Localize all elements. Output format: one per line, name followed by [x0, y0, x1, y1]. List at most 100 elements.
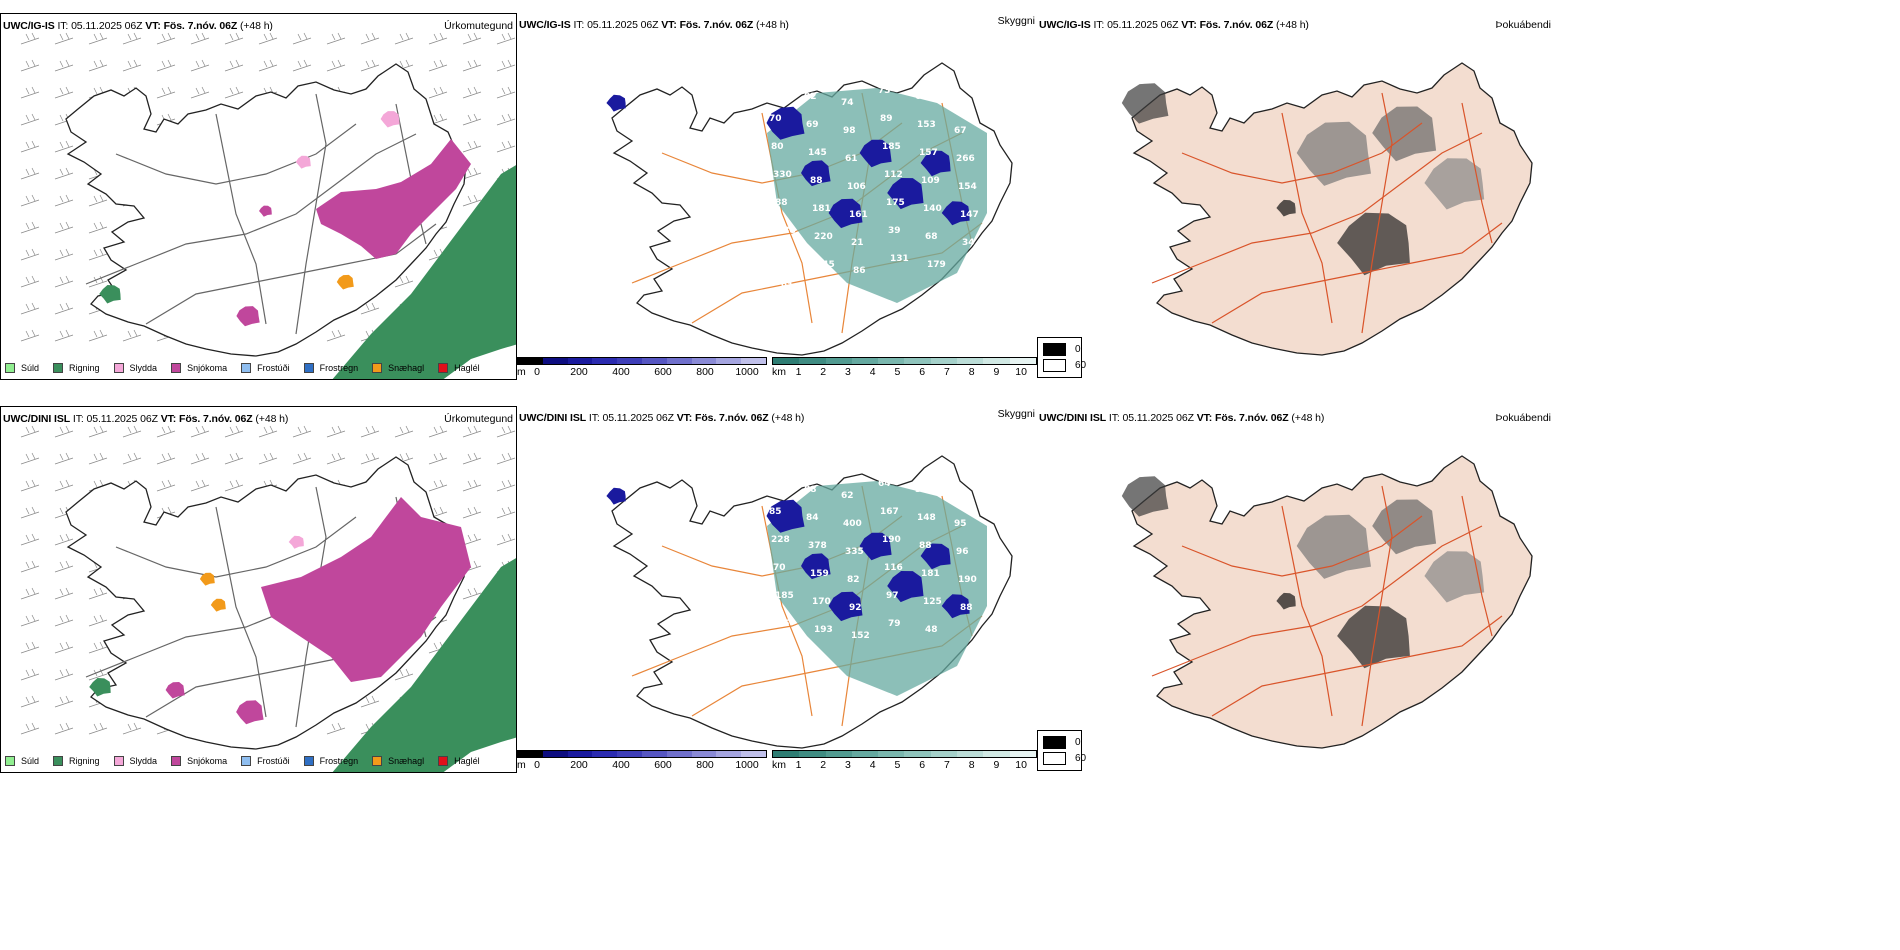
- colorbar-cell: [825, 751, 852, 757]
- snow-area: [236, 306, 260, 327]
- fog-signal-area: [1424, 551, 1485, 603]
- visibility-value: 85: [769, 507, 782, 517]
- wind-barb: [88, 194, 108, 207]
- colorbar-tick: 600: [654, 759, 672, 771]
- wind-barb: [54, 221, 74, 234]
- wind-barb: [462, 167, 482, 180]
- visibility-value: 61: [915, 92, 928, 102]
- wind-barb: [224, 452, 244, 465]
- wind-barb: [190, 425, 210, 438]
- wind-barb: [292, 452, 312, 465]
- colorbar-cell: [1009, 751, 1036, 757]
- wind-barb: [462, 194, 482, 207]
- precip-panel-row2: UWC/DINI ISL IT: 05.11.2025 06Z VT: Fös.…: [0, 406, 517, 773]
- wind-barb: [360, 452, 380, 465]
- visibility-value: 167: [880, 507, 899, 517]
- wind-barb: [462, 479, 482, 492]
- legend-swatch: [372, 362, 383, 373]
- visibility-value: 378: [808, 541, 827, 551]
- colorbar-cell: [691, 358, 717, 364]
- legend-label: Súld: [21, 755, 40, 766]
- colorbar-cell: [592, 751, 618, 757]
- wind-barb: [496, 59, 516, 72]
- road-line: [1181, 122, 1423, 184]
- colorbar-tick: 5: [894, 759, 901, 771]
- wind-barb: [326, 452, 346, 465]
- wind-barb: [88, 329, 108, 342]
- wind-barb: [20, 533, 40, 546]
- wind-barb: [224, 59, 244, 72]
- legend-label: Snjókoma: [187, 362, 228, 373]
- wind-barb: [88, 587, 108, 600]
- legend-swatch: [5, 362, 15, 373]
- colorbar-cell: [542, 751, 568, 757]
- precip-map: [20, 425, 516, 772]
- wind-barb: [20, 248, 40, 261]
- wind-barb: [156, 452, 176, 465]
- wind-barb: [54, 59, 74, 72]
- wind-barb: [462, 452, 482, 465]
- colorbar-cell: [799, 751, 826, 757]
- colorbar-tick: 6: [919, 366, 926, 378]
- road-line: [1211, 615, 1503, 717]
- wind-barb: [394, 425, 414, 438]
- legend-item: Haglél: [438, 755, 480, 766]
- fog-legend-label: 60: [1075, 753, 1087, 764]
- colorbar-cell: [666, 358, 692, 364]
- wind-barb: [428, 32, 448, 45]
- colorbar-tick: 600: [654, 366, 672, 378]
- colorbar-strip: [772, 750, 1037, 758]
- low-ceiling-area: [801, 160, 831, 187]
- visibility-value: 131: [890, 254, 909, 264]
- low-ceiling-area: [766, 499, 805, 533]
- wind-barb: [20, 329, 40, 342]
- colorbar-tick: 5: [894, 366, 901, 378]
- wind-barb: [88, 722, 108, 735]
- low-ceiling-area: [887, 178, 924, 210]
- panel-name: Úrkomutegund: [444, 20, 513, 32]
- fog-signal-area: [1296, 514, 1371, 579]
- panel-title: UWC/IG-IS IT: 05.11.2025 06Z VT: Fös. 7.…: [519, 19, 789, 31]
- wind-barb: [428, 86, 448, 99]
- colorbar-tick: 2: [820, 759, 827, 771]
- colorbar-tick: 3: [845, 759, 851, 771]
- legend-swatch: [438, 755, 449, 766]
- snow-area: [165, 682, 185, 699]
- fog-legend-item: 60: [1043, 359, 1086, 372]
- legend-item: Snjókoma: [171, 362, 228, 373]
- wind-barb: [54, 668, 74, 681]
- visibility-map: 30 88 62 64 55 65 85 84 400 167 148 95 228 378 335 190 8…: [606, 455, 1013, 749]
- colorbar-unit: m: [517, 366, 526, 378]
- visibility-value: 68: [925, 232, 938, 242]
- legend-swatch: [241, 755, 252, 766]
- visibility-value: 76: [952, 98, 965, 108]
- wind-barb: [496, 140, 516, 153]
- road-line: [1181, 515, 1423, 577]
- visibility-value: 80: [771, 142, 784, 152]
- visibility-value: 125: [923, 597, 942, 607]
- visibility-value: 176: [818, 288, 837, 298]
- legend-swatch: [171, 755, 182, 766]
- rain-area: [332, 558, 516, 772]
- wind-barb: [428, 479, 448, 492]
- fog-legend: 0 60: [1037, 730, 1086, 771]
- visibility-value: 73: [878, 86, 891, 96]
- iceland-outline: [1131, 62, 1533, 356]
- colorbar-cell: [691, 751, 717, 757]
- panel-title: UWC/IG-IS IT: 05.11.2025 06Z VT: Fös. 7.…: [1039, 19, 1309, 31]
- visibility-panel-row1: 72 02 74 73 61 76 70 69 98 89 153 67 80 145 61 185 157 26…: [517, 13, 1037, 380]
- wind-barb: [20, 194, 40, 207]
- fog-legend-swatch: [1043, 752, 1066, 765]
- wind-barb: [54, 86, 74, 99]
- fog-signal-area: [1276, 592, 1296, 610]
- colorbar-cell: [904, 751, 931, 757]
- wind-barb: [156, 59, 176, 72]
- wind-barb: [292, 425, 312, 438]
- fog-legend-label: 0: [1075, 344, 1081, 355]
- visibility-value: 88: [804, 485, 817, 495]
- colorbar-strip: [517, 750, 767, 758]
- wind-barb: [258, 59, 278, 72]
- colorbar-tick: 200: [570, 759, 588, 771]
- wind-barb: [54, 641, 74, 654]
- wind-barb: [428, 425, 448, 438]
